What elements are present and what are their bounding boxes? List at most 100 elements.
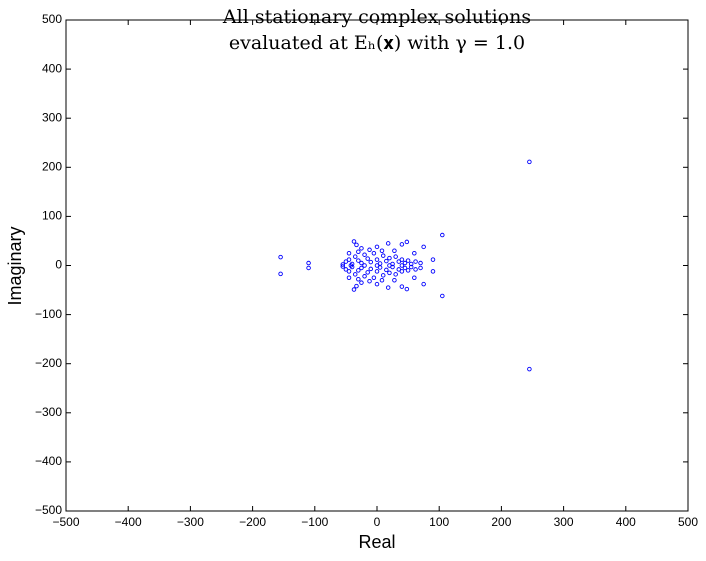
point [385,285,391,290]
x-tick-label: −200 [239,515,266,529]
point [371,275,377,281]
point [356,276,361,282]
point [374,244,380,250]
point [405,268,411,273]
point [399,257,405,262]
point [352,254,358,259]
point [377,265,383,270]
axes-box [65,19,689,512]
point [374,257,380,262]
y-tick-label: −200 [35,356,62,370]
point [368,259,374,265]
point [368,266,374,272]
point [348,263,354,268]
point [385,241,391,246]
point [346,257,352,262]
x-axis-label: Real [358,532,395,552]
point [359,265,364,271]
x-tick-label: 100 [429,515,449,529]
x-tick-label: 500 [678,515,698,529]
point [404,286,410,292]
point [387,255,392,261]
point [365,256,370,261]
point [527,159,532,165]
x-tick-label: −500 [52,515,79,529]
point [384,267,389,273]
point [351,239,357,244]
point [278,271,283,277]
point [343,259,349,264]
point [413,267,418,272]
point [374,281,380,287]
y-tick-label: −300 [35,405,62,419]
point [430,269,436,274]
point [359,280,364,285]
point [421,281,426,287]
point [402,265,408,271]
point [367,247,372,253]
point [412,275,417,281]
y-tick-label: −500 [35,503,62,517]
y-tick-label: 400 [42,61,62,75]
chart-title: evaluated at Eₕ(𝐱) with γ = 1.0 [229,32,525,54]
point [354,242,359,248]
point [356,268,361,273]
point [379,277,385,283]
x-tick-label: −100 [301,515,328,529]
point [340,262,346,267]
point [440,232,445,238]
point [387,270,392,276]
point [527,366,532,372]
y-axis-label: Imaginary [5,226,25,305]
point [418,260,423,266]
point [278,254,283,260]
point [359,260,364,266]
point [306,260,311,266]
point [340,264,346,269]
x-tick-label: 300 [554,515,574,529]
point [393,272,398,277]
point [408,261,414,267]
point [392,277,397,283]
point [306,265,311,271]
point [346,250,352,256]
point [374,263,380,268]
point [365,270,370,275]
point [356,258,361,263]
point [404,239,410,245]
point [362,274,367,279]
point [362,252,367,257]
point [421,244,426,250]
y-tick-label: −400 [35,454,62,468]
x-tick-label: −400 [115,515,142,529]
point [384,258,389,264]
point [379,248,385,254]
y-tick-label: 200 [42,159,62,173]
point [430,257,436,262]
point [356,249,361,255]
point [392,248,397,254]
point [359,246,364,251]
point [399,269,405,274]
point [413,259,418,264]
x-tick-label: 200 [491,515,511,529]
point [367,278,372,284]
point [352,272,358,277]
point [440,293,445,299]
point [374,269,380,274]
chart-title: All stationary complex solutions [222,6,531,28]
point [402,260,408,266]
x-tick-label: 400 [616,515,636,529]
y-tick-label: 300 [42,110,62,124]
point [387,263,392,268]
point [362,263,367,268]
point [371,250,377,256]
point [405,258,411,263]
y-tick-label: −100 [35,307,62,321]
point [408,264,414,270]
point [346,275,352,281]
point [346,269,352,274]
point [343,267,349,272]
point [396,259,402,264]
point [399,284,405,289]
